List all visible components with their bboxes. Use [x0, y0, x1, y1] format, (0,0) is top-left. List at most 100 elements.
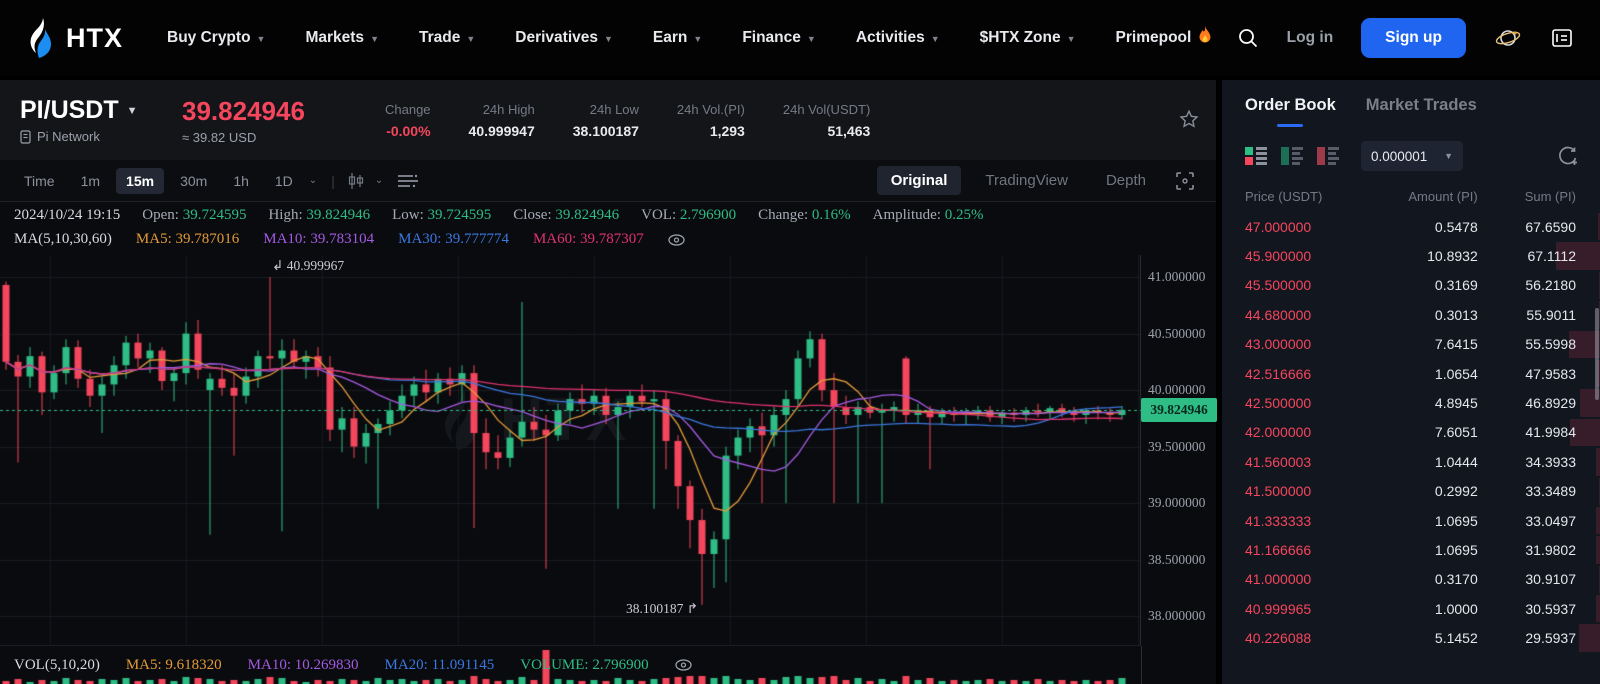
interval-time[interactable]: Time [24, 172, 55, 189]
chart-pane: PI/USDT ▼ Pi Network 39.824946 ≈ 39.82 U… [0, 80, 1217, 684]
interval-15m[interactable]: 15m [116, 167, 165, 194]
pair-selector[interactable]: PI/USDT ▼ [20, 96, 170, 125]
chevron-down-icon: ▼ [256, 34, 266, 44]
ask-row[interactable]: 41.500000 0.2992 33.3489 [1222, 477, 1600, 506]
pair-header: PI/USDT ▼ Pi Network 39.824946 ≈ 39.82 U… [0, 80, 1216, 160]
stat-label: 24h High [482, 101, 535, 117]
view-tab-depth[interactable]: Depth [1105, 172, 1146, 189]
tab-order-book[interactable]: Order Book [1245, 96, 1336, 127]
stat-label: 24h Low [589, 101, 639, 117]
stat-value: 1,293 [709, 122, 745, 139]
interval-1d[interactable]: 1D [274, 172, 293, 189]
toolbar-divider: | [331, 172, 335, 189]
depth-bar [1595, 536, 1600, 564]
nav-item-markets[interactable]: Markets ▼ [305, 29, 379, 47]
nav-item-activities[interactable]: Activities ▼ [856, 29, 940, 47]
htx-logo[interactable]: HTX [26, 18, 123, 58]
ohlc-low: Low: 39.724595 [392, 207, 492, 223]
ask-sum: 47.9583 [1525, 365, 1576, 382]
refresh-plus-icon[interactable] [1556, 144, 1580, 168]
indicators-icon[interactable] [389, 173, 427, 189]
candlestick-type-icon[interactable] [343, 172, 369, 190]
book-view-asks-icon[interactable] [1317, 146, 1339, 166]
nav-item-label: Earn [652, 29, 688, 46]
nav-item-trade[interactable]: Trade ▼ [419, 29, 475, 47]
ask-amount: 10.8932 [1427, 248, 1478, 265]
fullscreen-icon[interactable] [1176, 171, 1194, 190]
login-button[interactable]: Log in [1286, 29, 1334, 46]
view-tab-original[interactable]: Original [876, 166, 962, 195]
ask-price: 43.000000 [1245, 336, 1312, 353]
network-name: Pi Network [37, 129, 100, 144]
ask-row[interactable]: 44.680000 0.3013 55.9011 [1222, 300, 1600, 329]
signup-button[interactable]: Sign up [1361, 18, 1466, 58]
logo-text: HTX [66, 22, 123, 53]
order-book-tabs: Order Book Market Trades [1222, 80, 1600, 127]
ask-row[interactable]: 43.000000 7.6415 55.5998 [1222, 330, 1600, 359]
ask-row[interactable]: 41.560003 1.0444 34.3933 [1222, 447, 1600, 476]
chart-info-rows: 2024/10/24 19:15 Open: 39.724595 High: 39.… [0, 202, 1141, 255]
nav-item-label: $HTX Zone [979, 29, 1061, 46]
network-row[interactable]: Pi Network [20, 129, 170, 144]
price-axis-label: 40.000000 [1148, 382, 1206, 398]
price-axis-label: 41.000000 [1148, 269, 1206, 285]
nav-item-primepool[interactable]: Primepool [1116, 25, 1214, 51]
book-view-bids-icon[interactable] [1281, 146, 1303, 166]
nav-item-earn[interactable]: Earn ▼ [653, 29, 702, 47]
chevron-down-icon: ▼ [370, 34, 379, 44]
search-icon[interactable] [1237, 27, 1259, 49]
book-view-both-icon[interactable] [1245, 146, 1267, 166]
ask-amount: 0.3170 [1434, 571, 1478, 588]
eye-icon[interactable] [674, 657, 692, 674]
ask-row[interactable]: 45.900000 10.8932 67.1112 [1222, 241, 1600, 270]
rewards-globe-icon[interactable] [1494, 24, 1522, 52]
ask-amount: 0.5478 [1434, 218, 1478, 235]
nav-item-finance[interactable]: Finance ▼ [742, 29, 816, 47]
chart-datetime: 2024/10/24 19:15 [14, 207, 121, 223]
console-chat-icon[interactable] [1550, 26, 1574, 50]
ask-sum: 29.5937 [1525, 630, 1576, 647]
scrollbar-thumb[interactable] [1595, 308, 1599, 400]
ask-row[interactable]: 40.226088 5.1452 29.5937 [1222, 623, 1600, 652]
nav-item-buy-crypto[interactable]: Buy Crypto ▼ [167, 29, 265, 47]
interval-1m[interactable]: 1m [80, 172, 101, 189]
ask-amount: 1.0654 [1434, 365, 1478, 382]
ask-sum: 55.5998 [1525, 336, 1576, 353]
ma-row: MA(5,10,30,60) MA5: 39.787016 MA10: 39.783… [14, 231, 685, 248]
ask-row[interactable]: 47.000000 0.5478 67.6590 [1222, 212, 1600, 241]
volume-bars-canvas[interactable] [0, 645, 1141, 684]
ask-amount: 1.0695 [1434, 512, 1478, 529]
ask-row[interactable]: 42.000000 7.6051 41.9984 [1222, 418, 1600, 447]
ask-row[interactable]: 41.333333 1.0695 33.0497 [1222, 506, 1600, 535]
top-navigation: HTX Buy Crypto ▼ Markets ▼ Trade ▼ Derivatives… [0, 0, 1600, 76]
volume-indicator-row: VOL(5,10,20) MA5: 9.618320 MA10: 10.269830… [0, 645, 1142, 684]
ask-row[interactable]: 40.999965 1.0000 30.5937 [1222, 594, 1600, 623]
favorite-star-icon[interactable] [1178, 108, 1200, 130]
ask-amount: 5.1452 [1434, 630, 1478, 647]
ask-row[interactable]: 42.500000 4.8945 46.8929 [1222, 388, 1600, 417]
price-axis-label: 38.500000 [1148, 551, 1206, 567]
chart-type-chevron-icon[interactable]: ⌄ [374, 175, 384, 186]
nav-item-derivatives[interactable]: Derivatives ▼ [515, 29, 613, 47]
precision-select[interactable]: 0.000001 ▼ [1361, 141, 1463, 171]
tab-market-trades[interactable]: Market Trades [1365, 96, 1477, 114]
ask-row[interactable]: 42.516666 1.0654 47.9583 [1222, 359, 1600, 388]
eye-icon[interactable] [668, 231, 685, 248]
ma-value-ma5: MA5: 39.787016 [135, 231, 240, 247]
ask-row[interactable]: 41.166666 1.0695 31.9802 [1222, 535, 1600, 564]
interval-more-chevron-icon[interactable]: ⌄ [308, 175, 318, 186]
ask-row[interactable]: 45.500000 0.3169 56.2180 [1222, 271, 1600, 300]
depth-bar [1569, 418, 1600, 447]
ask-sum: 67.6590 [1525, 218, 1576, 235]
interval-1h[interactable]: 1h [233, 172, 249, 189]
price-axis-label: 39.500000 [1148, 438, 1206, 454]
view-tab-tradingview[interactable]: TradingView [985, 172, 1068, 189]
ask-row[interactable]: 41.000000 0.3170 30.9107 [1222, 565, 1600, 594]
chart-canvas[interactable] [0, 255, 1141, 645]
stat-value: 40.999947 [468, 122, 535, 139]
depth-bar [1598, 271, 1600, 300]
nav-item--htx-zone[interactable]: $HTX Zone ▼ [980, 29, 1076, 47]
flame-icon [1197, 25, 1213, 51]
interval-30m[interactable]: 30m [180, 172, 208, 189]
ask-sum: 41.9984 [1525, 424, 1576, 441]
